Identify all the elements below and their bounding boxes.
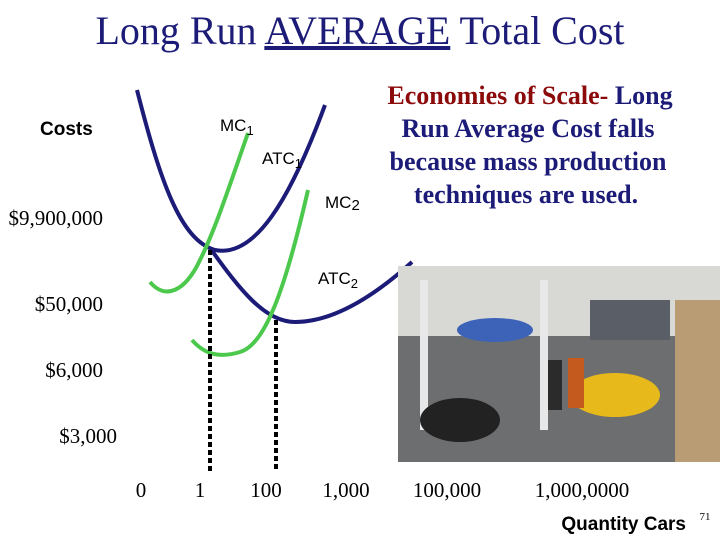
atc2-curve <box>208 246 414 325</box>
title-part: Total Cost <box>450 8 624 53</box>
mc2-curve <box>190 189 310 357</box>
mc1-curve <box>135 89 327 253</box>
garage-photo <box>398 266 720 462</box>
curve-sub: 1 <box>246 123 253 138</box>
curve-sub: 2 <box>351 276 358 291</box>
title-emphasis: AVERAGE <box>264 8 450 53</box>
note-lead: Economies of Scale- <box>387 81 608 110</box>
x-axis-label: Quantity Cars <box>561 514 686 535</box>
title-part: Long Run <box>95 8 264 53</box>
x-level: 1 <box>195 478 206 502</box>
curve-sub: 1 <box>295 156 302 171</box>
y-level: $3,000 <box>59 424 117 448</box>
y-level: $9,900,000 <box>9 206 104 230</box>
curve-name: MC <box>325 193 351 212</box>
note-line: Economies of Scale- Long <box>387 81 672 110</box>
curve-label: MC1 <box>220 116 254 138</box>
curve-label: ATC2 <box>318 269 358 291</box>
note-line: techniques are used. <box>414 180 638 209</box>
y-axis-label: Costs <box>40 119 93 140</box>
x-level: 1,000,0000 <box>535 478 630 502</box>
curve-name: ATC <box>262 149 295 168</box>
curve-sub: 2 <box>351 197 359 214</box>
x-level: 1,000 <box>322 478 369 502</box>
curve-name: ATC <box>318 269 351 288</box>
curve-name: MC <box>220 116 246 135</box>
page-number: 71 <box>700 511 711 523</box>
x-level: 0 <box>136 478 147 502</box>
note-text: Long <box>608 81 672 110</box>
atc1-curve <box>148 132 250 294</box>
note-line: Run Average Cost falls <box>401 114 654 143</box>
y-level: $50,000 <box>35 292 103 316</box>
curve-label: ATC1 <box>262 149 302 171</box>
x-level: 100,000 <box>413 478 481 502</box>
x-level: 100 <box>250 478 282 502</box>
curve-label: MC2 <box>325 193 360 214</box>
slide-title: Long Run AVERAGE Total Cost <box>95 8 624 53</box>
y-level: $6,000 <box>45 358 103 382</box>
note-line: because mass production <box>390 147 667 176</box>
